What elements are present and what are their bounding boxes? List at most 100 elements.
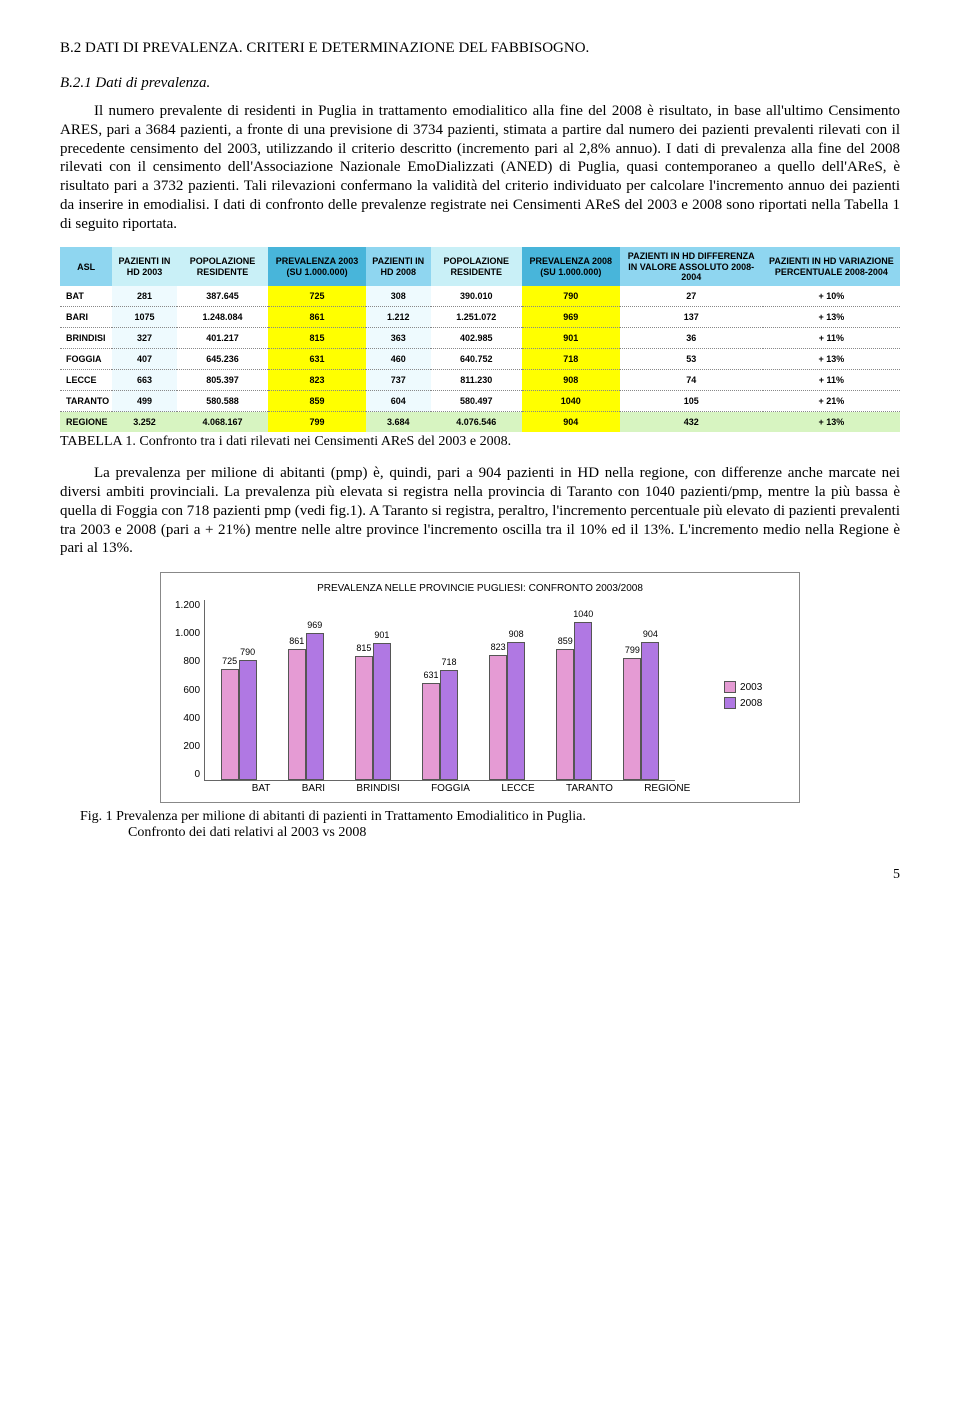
table-header-cell: PAZIENTI IN HD DIFFERENZA IN VALORE ASSO… [620,247,763,286]
table-cell: 799 [268,412,366,433]
table-header-cell: PREVALENZA 2008 (SU 1.000.000) [522,247,620,286]
table-cell: 901 [522,328,620,349]
table-cell: 815 [268,328,366,349]
chart-x-labels: BATBARIBRINDISIFOGGIALECCETARANTOREGIONE [236,783,706,794]
table-cell: 823 [268,370,366,391]
table-caption: TABELLA 1. Confronto tra i dati rilevati… [60,434,900,450]
heading-b2: B.2 DATI DI PREVALENZA. CRITERI E DETERM… [60,40,900,57]
table-header-cell: PAZIENTI IN HD 2008 [366,247,431,286]
table-row: BAT281387.645725308390.01079027+ 10% [60,286,900,307]
chart-x-label: REGIONE [644,783,690,794]
table-cell: 3.684 [366,412,431,433]
table-cell: + 13% [763,307,900,328]
table-cell: + 11% [763,328,900,349]
table-cell: LECCE [60,370,112,391]
chart-bar-group: 815901 [355,643,391,780]
table-cell: 1.251.072 [431,307,522,328]
chart-bar: 1040 [574,622,592,780]
table-cell: + 13% [763,349,900,370]
table-cell: BARI [60,307,112,328]
table-cell: 790 [522,286,620,307]
table-cell: 908 [522,370,620,391]
table-cell: 460 [366,349,431,370]
chart-bar: 799 [623,658,641,780]
table-cell: 645.236 [177,349,268,370]
chart-legend-label: 2008 [740,698,762,709]
chart-plot-area: 7257908619698159016317188239088591040799… [204,600,675,781]
chart-bar-group: 631718 [422,670,458,780]
chart-x-label: FOGGIA [431,783,470,794]
table-row: LECCE663805.397823737811.23090874+ 11% [60,370,900,391]
table-cell: 737 [366,370,431,391]
chart-bar-label: 790 [240,647,255,657]
chart-bar-label: 718 [442,657,457,667]
chart-bar: 901 [373,643,391,780]
chart-title: PREVALENZA NELLE PROVINCIE PUGLIESI: CON… [175,583,785,594]
table-cell: 432 [620,412,763,433]
chart-legend-swatch [724,681,736,693]
table-cell: 640.752 [431,349,522,370]
table-cell: 407 [112,349,177,370]
chart-y-axis: 1.2001.0008006004002000 [175,600,204,780]
chart-bar-group: 823908 [489,642,525,780]
table-cell: 402.985 [431,328,522,349]
table-cell: + 13% [763,412,900,433]
table-cell: 718 [522,349,620,370]
table-row: FOGGIA407645.236631460640.75271853+ 13% [60,349,900,370]
chart-bar: 790 [239,660,257,781]
chart-bar-group: 861969 [288,633,324,780]
chart-bar: 904 [641,642,659,780]
table-header-cell: POPOLAZIONE RESIDENTE [431,247,522,286]
chart-bar-label: 908 [509,629,524,639]
table-cell: 805.397 [177,370,268,391]
table-cell: 137 [620,307,763,328]
chart-bar: 631 [422,683,440,780]
chart-bar: 859 [556,649,574,780]
table-cell: 861 [268,307,366,328]
chart-bar-label: 901 [374,630,389,640]
chart-bar-group: 799904 [623,642,659,780]
table-header-cell: PREVALENZA 2003 (SU 1.000.000) [268,247,366,286]
table-cell: 4.076.546 [431,412,522,433]
chart-bar: 725 [221,669,239,780]
chart-bar: 908 [507,642,525,780]
chart-x-label: LECCE [501,783,534,794]
figure-caption-line2: Confronto dei dati relativi al 2003 vs 2… [128,825,900,841]
chart-bar-group: 8591040 [556,622,592,780]
table-header-cell: POPOLAZIONE RESIDENTE [177,247,268,286]
table-row: BARI10751.248.0848611.2121.251.072969137… [60,307,900,328]
table-cell: 663 [112,370,177,391]
chart-x-label: TARANTO [566,783,613,794]
table-cell: 36 [620,328,763,349]
heading-b21: B.2.1 Dati di prevalenza. [60,75,900,92]
table-row: BRINDISI327401.217815363402.98590136+ 11… [60,328,900,349]
chart-bar-label: 725 [222,656,237,666]
table-cell: 27 [620,286,763,307]
prevalence-chart: PREVALENZA NELLE PROVINCIE PUGLIESI: CON… [160,572,800,803]
table-cell: 4.068.167 [177,412,268,433]
table-cell: 1075 [112,307,177,328]
chart-x-label: BRINDISI [356,783,399,794]
table-cell: 580.588 [177,391,268,412]
table-cell: 387.645 [177,286,268,307]
paragraph-1: Il numero prevalente di residenti in Pug… [60,102,900,233]
table-cell: 327 [112,328,177,349]
table-cell: 631 [268,349,366,370]
table-cell: + 11% [763,370,900,391]
chart-legend-label: 2003 [740,682,762,693]
table-header-cell: PAZIENTI IN HD VARIAZIONE PERCENTUALE 20… [763,247,900,286]
table-cell: 811.230 [431,370,522,391]
chart-bar-label: 1040 [573,609,593,619]
table-cell: + 21% [763,391,900,412]
figure-caption-line1: Fig. 1 Prevalenza per milione di abitant… [80,809,900,825]
chart-legend-item: 2008 [724,697,762,709]
table-cell: 390.010 [431,286,522,307]
table-cell: 3.252 [112,412,177,433]
table-header-cell: PAZIENTI IN HD 2003 [112,247,177,286]
table-cell: 859 [268,391,366,412]
table-cell: REGIONE [60,412,112,433]
chart-bar-label: 861 [289,636,304,646]
table-cell: 904 [522,412,620,433]
table-cell: 281 [112,286,177,307]
table-header-cell: ASL [60,247,112,286]
